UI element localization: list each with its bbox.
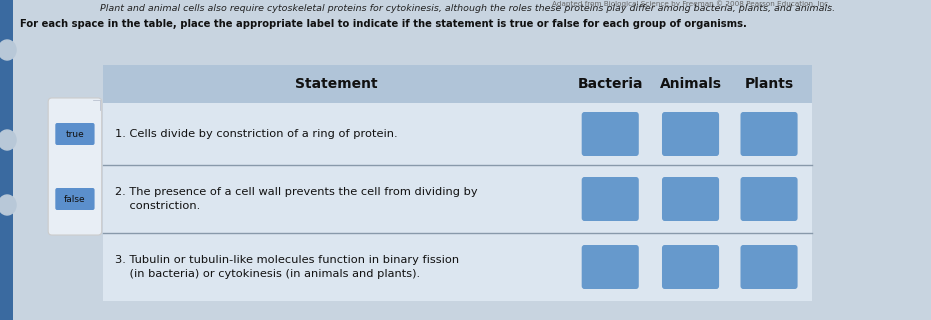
- FancyBboxPatch shape: [102, 165, 812, 233]
- FancyBboxPatch shape: [740, 245, 798, 289]
- Text: 2. The presence of a cell wall prevents the cell from dividing by
    constricti: 2. The presence of a cell wall prevents …: [115, 187, 478, 211]
- FancyBboxPatch shape: [662, 177, 719, 221]
- FancyBboxPatch shape: [0, 0, 13, 320]
- Circle shape: [0, 130, 16, 150]
- Text: Adapted from Biological Science by Freeman © 2008 Pearson Education, Inc.: Adapted from Biological Science by Freem…: [552, 0, 830, 7]
- Circle shape: [0, 195, 16, 215]
- Text: For each space in the table, place the appropriate label to indicate if the stat: For each space in the table, place the a…: [20, 19, 747, 29]
- Circle shape: [0, 40, 16, 60]
- Text: Plant and animal cells also require cytoskeletal proteins for cytokinesis, altho: Plant and animal cells also require cyto…: [100, 4, 835, 13]
- FancyBboxPatch shape: [582, 245, 639, 289]
- Text: Bacteria: Bacteria: [577, 77, 643, 91]
- FancyBboxPatch shape: [582, 177, 639, 221]
- FancyBboxPatch shape: [55, 123, 95, 145]
- FancyBboxPatch shape: [102, 103, 812, 165]
- FancyBboxPatch shape: [662, 245, 719, 289]
- Text: Animals: Animals: [659, 77, 722, 91]
- FancyBboxPatch shape: [48, 98, 101, 235]
- FancyBboxPatch shape: [102, 65, 812, 103]
- FancyBboxPatch shape: [740, 112, 798, 156]
- Text: Statement: Statement: [295, 77, 378, 91]
- Text: true: true: [65, 130, 85, 139]
- FancyBboxPatch shape: [740, 177, 798, 221]
- Text: Plants: Plants: [745, 77, 793, 91]
- FancyBboxPatch shape: [582, 112, 639, 156]
- FancyBboxPatch shape: [102, 233, 812, 301]
- Text: 1. Cells divide by constriction of a ring of protein.: 1. Cells divide by constriction of a rin…: [115, 129, 398, 139]
- Text: false: false: [64, 195, 86, 204]
- FancyBboxPatch shape: [662, 112, 719, 156]
- FancyBboxPatch shape: [55, 188, 95, 210]
- Text: 3. Tubulin or tubulin-like molecules function in binary fission
    (in bacteria: 3. Tubulin or tubulin-like molecules fun…: [115, 255, 459, 279]
